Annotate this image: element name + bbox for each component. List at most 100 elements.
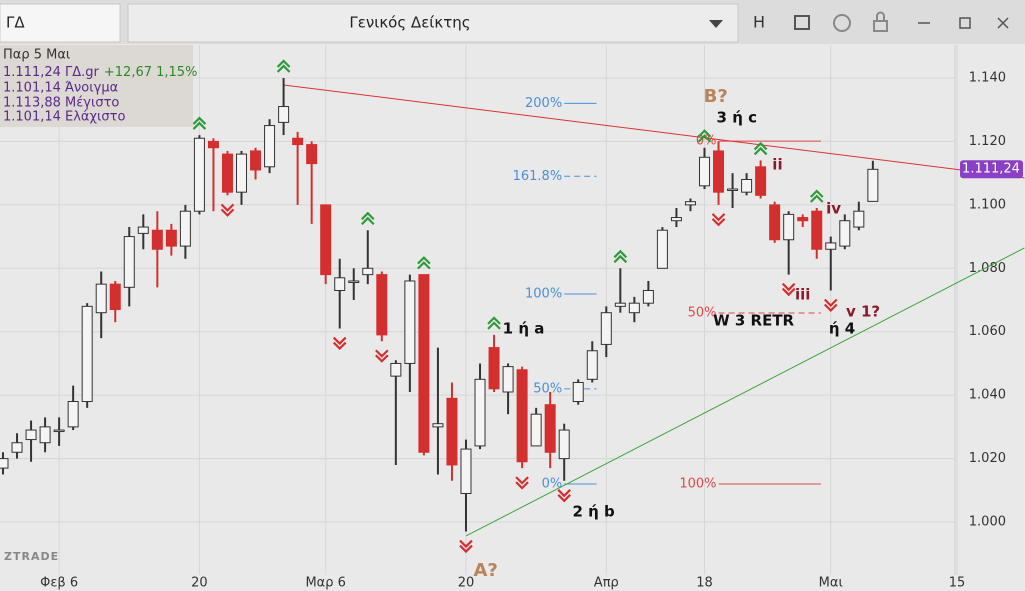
fib-label: 50% bbox=[688, 306, 717, 321]
annotation: 3 ή c bbox=[717, 108, 757, 126]
last-price-label: 1.111,24 bbox=[962, 162, 1020, 177]
candle-body bbox=[362, 267, 374, 276]
candle-body bbox=[376, 274, 388, 336]
candle-body bbox=[53, 429, 65, 433]
candle-body bbox=[530, 413, 542, 447]
candle-body bbox=[558, 429, 570, 460]
candle-body bbox=[502, 366, 514, 393]
lock-shackle bbox=[876, 11, 885, 21]
fib-label: 100% bbox=[525, 286, 562, 301]
watermark: ZTRADE bbox=[4, 550, 59, 563]
info-date: Παρ 5 Μαι bbox=[3, 48, 70, 63]
candle-body bbox=[418, 274, 430, 453]
up-arrow bbox=[192, 116, 207, 130]
candle-body bbox=[236, 153, 248, 193]
y-tick-label: 1.000 bbox=[969, 515, 1006, 530]
candle-body bbox=[614, 302, 626, 307]
candle-body bbox=[713, 150, 725, 193]
lock-icon[interactable] bbox=[873, 20, 888, 32]
title: Γενικός Δείκτης bbox=[349, 14, 470, 32]
candle-body bbox=[207, 140, 219, 149]
candle-body bbox=[278, 106, 290, 123]
candle-body bbox=[783, 213, 795, 241]
candle-body bbox=[825, 242, 837, 250]
x-tick-label: Μαι bbox=[819, 576, 843, 591]
candle-body bbox=[0, 458, 9, 469]
candle-body bbox=[867, 168, 879, 202]
candle-body bbox=[572, 381, 584, 403]
candle-body bbox=[684, 201, 696, 206]
fib-label: 200% bbox=[525, 96, 562, 111]
candle-body bbox=[446, 397, 458, 466]
title-box[interactable] bbox=[127, 3, 739, 43]
candle-body bbox=[390, 362, 402, 377]
close-icon[interactable] bbox=[997, 17, 1009, 29]
up-arrow bbox=[697, 129, 712, 143]
x-tick-label: Απρ bbox=[594, 576, 619, 591]
up-arrow bbox=[613, 249, 628, 264]
dropdown-icon[interactable] bbox=[709, 20, 723, 28]
candle-body bbox=[179, 210, 191, 247]
y-tick-label: 1.040 bbox=[969, 388, 1006, 403]
candle-body bbox=[586, 350, 598, 380]
down-arrow bbox=[459, 539, 473, 554]
down-arrow bbox=[781, 282, 796, 297]
annotation: W 3 RETR bbox=[713, 311, 794, 329]
candle-body bbox=[292, 137, 304, 146]
down-arrow bbox=[557, 489, 571, 503]
candle-body bbox=[109, 283, 121, 311]
candle-body bbox=[544, 404, 556, 453]
candle-body bbox=[264, 125, 276, 168]
candle-body bbox=[404, 280, 416, 364]
annotation: B? bbox=[704, 86, 728, 107]
candle-body bbox=[193, 137, 205, 212]
candle-body bbox=[165, 229, 177, 247]
info-low: 1.101,14 Ελάχιστο bbox=[3, 110, 125, 125]
x-tick-label: Μαρ 6 bbox=[305, 576, 345, 591]
info-change: +12,67 1,15% bbox=[104, 65, 198, 80]
candle-body bbox=[137, 226, 149, 234]
y-tick-label: 1.100 bbox=[969, 197, 1006, 212]
annotation: iv bbox=[826, 199, 841, 217]
window-icon[interactable] bbox=[794, 15, 810, 30]
candle-body bbox=[699, 156, 710, 187]
candle-body bbox=[432, 423, 444, 428]
candle-body bbox=[797, 217, 809, 222]
y-tick-label: 1.060 bbox=[969, 324, 1006, 339]
info-high: 1.113,88 Μέγιστο bbox=[3, 96, 119, 111]
annotation: A? bbox=[473, 560, 497, 581]
annotation: v 1? bbox=[846, 303, 880, 321]
annotation: 2 ή b bbox=[573, 502, 616, 520]
up-arrow bbox=[417, 256, 431, 270]
down-arrow bbox=[332, 336, 347, 351]
maximize-icon[interactable] bbox=[959, 17, 971, 29]
down-arrow bbox=[515, 476, 529, 490]
candle-body bbox=[320, 204, 332, 276]
candle-body bbox=[516, 369, 528, 463]
candle-body bbox=[25, 429, 37, 441]
up-arrow bbox=[361, 211, 375, 226]
down-arrow bbox=[220, 203, 235, 217]
candle-body bbox=[250, 150, 262, 171]
last-price-tag bbox=[960, 160, 1023, 179]
y-tick-label: 1.020 bbox=[969, 451, 1006, 466]
info-box bbox=[0, 45, 193, 127]
candle-body bbox=[123, 236, 135, 288]
candle-body bbox=[221, 153, 233, 193]
x-tick-label: 15 bbox=[949, 576, 966, 591]
annotation: ή 4 bbox=[829, 319, 855, 337]
h-button[interactable]: H bbox=[753, 13, 765, 32]
up-arrow bbox=[276, 59, 291, 73]
fib-label: 161.8% bbox=[513, 169, 563, 184]
candle-body bbox=[600, 312, 612, 345]
quote-icon[interactable] bbox=[833, 14, 851, 32]
candle-body bbox=[670, 217, 682, 222]
annotation: ii bbox=[772, 155, 782, 173]
candle-body bbox=[853, 210, 865, 228]
candle-body bbox=[488, 347, 500, 390]
candle-body bbox=[306, 144, 318, 165]
symbol-box[interactable] bbox=[0, 3, 121, 43]
trendline bbox=[283, 84, 1025, 179]
